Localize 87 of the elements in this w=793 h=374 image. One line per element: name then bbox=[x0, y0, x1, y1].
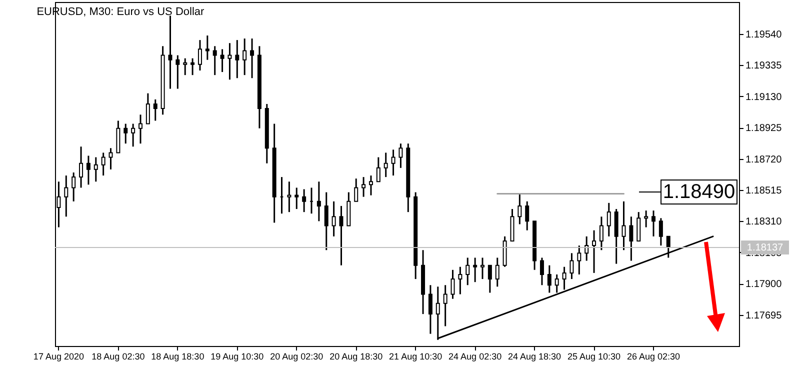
candlestick bbox=[540, 256, 544, 286]
candlestick bbox=[294, 186, 299, 210]
candlestick bbox=[235, 39, 240, 79]
candlestick bbox=[316, 180, 321, 222]
candlestick bbox=[584, 236, 589, 262]
candlestick bbox=[376, 156, 380, 182]
candlestick bbox=[428, 284, 432, 335]
candlestick bbox=[332, 200, 336, 238]
annotation: 1.18490 bbox=[662, 181, 736, 203]
candlestick bbox=[554, 274, 559, 294]
candlestick bbox=[652, 210, 656, 238]
x-tick-label: 20 Aug 02:30 bbox=[270, 352, 324, 362]
candlestick bbox=[362, 176, 366, 198]
y-tick-label: 1.17695 bbox=[746, 310, 782, 322]
candlestick bbox=[198, 39, 202, 72]
candlestick bbox=[324, 192, 328, 251]
candlestick bbox=[622, 200, 626, 251]
candlestick bbox=[629, 216, 634, 262]
candlestick bbox=[339, 205, 344, 266]
x-tick-label: 25 Aug 10:30 bbox=[567, 352, 621, 362]
candlestick bbox=[176, 54, 180, 90]
x-tick-label: 18 Aug 02:30 bbox=[92, 352, 145, 362]
y-tick-label: 1.19540 bbox=[746, 29, 782, 40]
candlestick bbox=[205, 34, 210, 61]
candlestick bbox=[570, 252, 574, 280]
candlestick bbox=[168, 14, 172, 90]
candlestick bbox=[495, 256, 500, 288]
candlestick bbox=[458, 266, 462, 295]
x-tick-label: 24 Aug 02:30 bbox=[448, 352, 502, 362]
candlestick bbox=[636, 211, 641, 242]
candlestick bbox=[450, 269, 455, 300]
x-tick-label: 26 Aug 02:30 bbox=[626, 352, 680, 362]
candlestick bbox=[354, 178, 358, 202]
candlestick bbox=[153, 98, 158, 122]
candlestick bbox=[302, 188, 306, 213]
y-tick-label: 1.19335 bbox=[746, 60, 782, 72]
candlestick bbox=[518, 193, 522, 225]
candlestick bbox=[108, 147, 113, 170]
y-tick-label: 1.18515 bbox=[746, 185, 782, 196]
candlestick bbox=[398, 142, 403, 169]
candlestick bbox=[547, 264, 552, 294]
candlestick bbox=[599, 216, 604, 251]
y-tick-label: 1.19130 bbox=[746, 92, 782, 103]
candlestick bbox=[250, 38, 254, 79]
x-tick-label: 20 Aug 18:30 bbox=[330, 352, 383, 362]
candlestick bbox=[124, 123, 128, 144]
candlestick bbox=[220, 48, 224, 73]
candlestick bbox=[64, 174, 68, 218]
y-tick-label: 1.17900 bbox=[746, 279, 782, 290]
candlestick bbox=[72, 172, 76, 202]
candlestick bbox=[384, 152, 388, 178]
candlestick bbox=[212, 45, 217, 76]
y-tick-label: 1.18310 bbox=[746, 216, 782, 228]
candlestick bbox=[183, 58, 188, 76]
candlestick bbox=[443, 284, 448, 327]
x-tick-label: 19 Aug 10:30 bbox=[210, 352, 264, 362]
candlestick bbox=[101, 152, 106, 176]
candlestick bbox=[658, 217, 663, 246]
ref-line-label: 1.18137 bbox=[746, 242, 784, 254]
candlestick bbox=[368, 174, 373, 196]
x-tick-label: 18 Aug 18:30 bbox=[151, 352, 204, 362]
candlestick bbox=[466, 256, 470, 286]
candlestick bbox=[228, 42, 232, 80]
candlestick bbox=[562, 266, 566, 290]
candlestick bbox=[146, 92, 150, 125]
candlestick bbox=[606, 202, 611, 238]
candlestick bbox=[480, 256, 484, 280]
candlestick bbox=[131, 123, 136, 148]
candlestick bbox=[79, 146, 84, 188]
y-tick-label: 1.18925 bbox=[746, 123, 782, 134]
candlestick bbox=[138, 114, 142, 144]
candlestick bbox=[391, 148, 396, 176]
candlestick bbox=[525, 200, 530, 232]
y-tick-label: 1.18720 bbox=[746, 154, 782, 166]
candlestick bbox=[577, 244, 582, 276]
candlestick bbox=[94, 156, 98, 182]
candlestick bbox=[287, 180, 292, 213]
candlestick bbox=[592, 230, 596, 274]
candlestick bbox=[488, 264, 492, 294]
candlestick bbox=[644, 210, 648, 228]
candlestick bbox=[242, 38, 247, 76]
candlestick bbox=[190, 58, 195, 76]
x-tick-label: 21 Aug 10:30 bbox=[389, 352, 442, 362]
candlestick bbox=[86, 154, 90, 186]
x-tick-label: 17 Aug 2020 bbox=[33, 352, 84, 362]
x-tick-label: 24 Aug 18:30 bbox=[508, 352, 562, 362]
candlestick bbox=[473, 256, 478, 283]
